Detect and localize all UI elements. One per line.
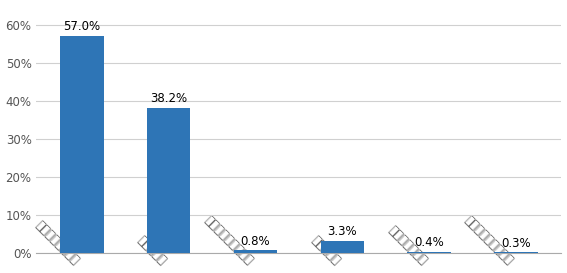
Text: 57.0%: 57.0% xyxy=(64,20,100,33)
Text: 3.3%: 3.3% xyxy=(328,225,357,238)
Bar xyxy=(147,108,191,253)
Bar xyxy=(320,241,364,253)
Bar xyxy=(60,36,104,253)
Text: 0.4%: 0.4% xyxy=(414,236,444,249)
Text: 38.2%: 38.2% xyxy=(150,92,187,105)
Text: 0.8%: 0.8% xyxy=(241,235,270,248)
Bar xyxy=(234,250,277,253)
Bar xyxy=(494,252,538,253)
Bar xyxy=(408,252,451,253)
Text: 0.3%: 0.3% xyxy=(501,237,531,250)
